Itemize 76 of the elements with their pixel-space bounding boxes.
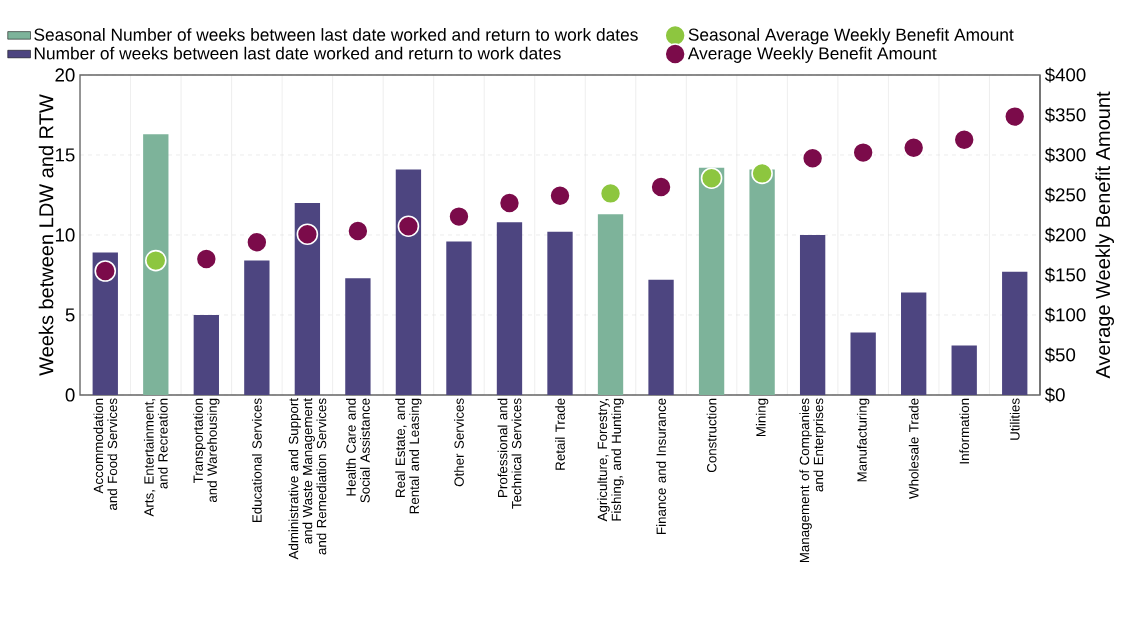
y2-tick-label: $200 [1044,227,1086,243]
point [549,184,571,207]
bar [446,241,472,395]
point [296,223,319,245]
point [498,192,521,214]
x-tick-label: Wholesale Trade [908,398,919,499]
point [751,162,773,185]
x-tick-label: Accommodation and Food Services [93,398,118,511]
bar [597,214,624,395]
x-tick-label: Mining [755,398,769,437]
point [902,136,925,159]
legend-label: Seasonal Average Weekly Benefit Amount [688,28,1014,45]
point [953,128,976,151]
y-tick-label: 20 [55,68,75,82]
x-tick-label: Professional and Technical Services [497,398,522,509]
bar [799,234,826,395]
x-tick-label: Management of Companies and Enterprises [799,398,826,563]
bar [698,167,725,395]
x-tick-label: Educational Services [251,398,262,523]
y-axis-title: Weeks between LDW and RTW [38,94,54,376]
bar [1002,271,1028,395]
y2-tick-label: $400 [1044,67,1086,83]
x-tick-label: Construction [706,398,717,473]
point [801,147,824,169]
x-tick-label: Health Care and Social Assistance [346,398,370,503]
bar [244,260,270,395]
point [448,205,470,228]
legend-label: Average Weekly Benefit Amount [687,46,937,63]
y2-tick-label: $350 [1044,107,1086,123]
point [1003,105,1026,128]
point [145,249,167,272]
y2-tick-label: $100 [1044,307,1086,323]
x-tick-label: Arts, Entertainment, and Recreation [143,398,168,517]
bar [193,314,219,395]
bar [143,134,169,395]
bar [496,222,523,395]
x-tick-label: Agriculture, Forestry, Fishing, and Hunting [597,398,624,522]
y2-tick-label: $0 [1044,387,1065,403]
legend-label: Number of weeks between last date worked and return to work dates [34,46,561,60]
x-tick-label: Real Estate, and Rental and Leasing [395,398,422,514]
point [347,220,369,242]
x-tick-label: Transportation and Warehousing [193,398,220,503]
x-tick-label: Information [959,398,970,464]
y2-axis-title: Average Weekly Benefit Amount [1095,91,1115,379]
x-tick-label: Manufacturing [856,398,870,482]
y-tick-label: 10 [55,228,75,242]
bar [951,345,977,395]
bar [749,169,775,395]
y-tick-label: 5 [65,308,75,322]
point [397,215,420,237]
x-tick-label: Other Services [454,398,464,487]
point [852,141,874,164]
x-tick-label: Finance and Insurance [656,398,666,534]
y2-tick-label: $300 [1044,147,1086,163]
y2-tick-label: $250 [1044,187,1086,203]
bar [294,202,321,395]
y2-tick-label: $50 [1044,347,1076,363]
y-tick-label: 0 [65,388,75,402]
y2-tick-label: $150 [1044,267,1086,283]
x-tick-label: Administrative and Support and Waste Management and Remediation Services [288,398,327,560]
bar [648,279,674,395]
bar [345,278,371,395]
point [195,248,218,270]
point [94,260,117,282]
point [650,176,672,198]
x-tick-label: Retail Trade [555,398,565,470]
bar [547,231,573,395]
bar [901,292,927,395]
y-tick-label: 15 [55,148,75,162]
bar [395,169,422,395]
x-tick-label: Utilities [1009,398,1020,440]
legend-label: Seasonal Number of weeks between last date worked and return to work dates [34,28,638,41]
point [599,182,622,205]
point [246,231,268,253]
point [700,167,723,189]
bar [850,332,876,395]
